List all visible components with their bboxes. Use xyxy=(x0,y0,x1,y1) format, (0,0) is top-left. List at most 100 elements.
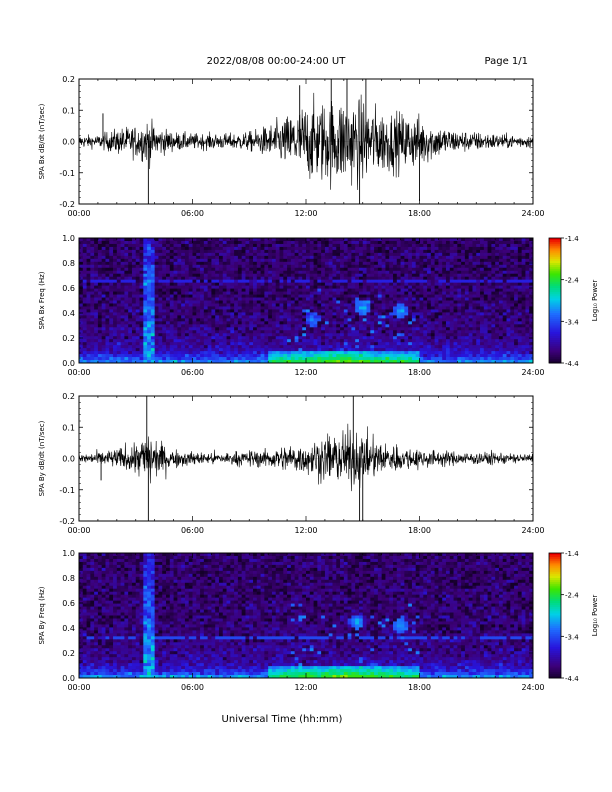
y-axis-label: SPA By Freq (Hz) xyxy=(38,586,46,644)
colorbar-swatch xyxy=(549,248,561,251)
spectrogram-image xyxy=(79,553,533,678)
x-tick-label: 06:00 xyxy=(181,209,204,218)
y-tick-label: 0.6 xyxy=(62,284,75,293)
colorbar-swatch xyxy=(549,575,561,579)
colorbar-swatch xyxy=(549,671,561,675)
y-axis-label: SPA Bx dB/dt (nT/sec) xyxy=(38,103,46,179)
page-title: 2022/08/08 00:00-24:00 UT xyxy=(207,56,347,67)
colorbar-swatch xyxy=(549,256,561,260)
colorbar-swatch xyxy=(549,644,561,648)
x-tick-label: 24:00 xyxy=(521,368,544,377)
colorbar-swatch xyxy=(549,567,561,571)
x-tick-label: 24:00 xyxy=(521,209,544,218)
colorbar-swatch xyxy=(549,630,561,633)
y-tick-label: 0.0 xyxy=(62,674,75,683)
colorbar-swatch xyxy=(549,294,561,297)
colorbar-swatch xyxy=(549,598,561,602)
colorbar-swatch xyxy=(549,582,561,585)
colorbar-swatch xyxy=(549,246,561,249)
colorbar-swatch xyxy=(549,605,561,608)
colorbar: -1.4 -2.4 -3.4 -4.4 Log₁₀ Power xyxy=(548,550,599,683)
colorbar-swatch xyxy=(549,335,561,339)
colorbar-swatch xyxy=(549,338,561,341)
colorbar-swatch xyxy=(549,623,561,627)
colorbar-swatch xyxy=(549,638,561,641)
colorbar-swatch xyxy=(549,675,561,679)
colorbar-swatch xyxy=(549,632,561,635)
colorbar-swatch xyxy=(549,321,561,324)
colorbar-swatch xyxy=(549,580,561,583)
y-tick-label: -0.1 xyxy=(59,486,75,495)
colorbar-swatch xyxy=(549,559,561,562)
colorbar-swatch xyxy=(549,642,561,646)
colorbar-swatch xyxy=(549,298,561,301)
colorbar-swatch xyxy=(549,277,561,281)
colorbar-swatch xyxy=(549,354,561,358)
colorbar-swatch xyxy=(549,561,561,564)
colorbar-swatch xyxy=(549,344,561,347)
y-tick-label: 1.0 xyxy=(62,234,75,243)
colorbar-swatch xyxy=(549,254,561,258)
colorbar-swatch xyxy=(549,603,561,606)
colorbar-swatch xyxy=(549,315,561,318)
colorbar-swatch xyxy=(549,292,561,295)
colorbar-swatch xyxy=(549,613,561,616)
colorbar-swatch xyxy=(549,665,561,669)
colorbar-swatch xyxy=(549,329,561,333)
x-tick-label: 00:00 xyxy=(67,368,90,377)
colorbar: -1.4 -2.4 -3.4 -4.4 Log₁₀ Power xyxy=(548,235,599,368)
colorbar-tick-label: -4.4 xyxy=(565,360,579,368)
y-axis-label: SPA Bx Freq (Hz) xyxy=(38,271,46,329)
colorbar-swatch xyxy=(549,611,561,614)
colorbar-swatch xyxy=(549,348,561,351)
colorbar-swatch xyxy=(549,573,561,577)
y-tick-label: 0.2 xyxy=(62,649,75,658)
panels: 0.20.10.0-0.1-0.200:00 06:00 12:00 18:00 24:… xyxy=(38,75,599,692)
colorbar-swatch xyxy=(549,340,561,343)
colorbar-swatch xyxy=(549,308,561,312)
x-tick-label: 06:00 xyxy=(181,683,204,692)
panel-4: -1.4 -2.4 -3.4 -4.4 Log₁₀ Power 1.0 0.8 0.6 0.4 0… xyxy=(38,549,599,692)
y-tick-label: 1.0 xyxy=(62,549,75,558)
colorbar-swatch xyxy=(549,640,561,644)
colorbar-swatch xyxy=(549,346,561,349)
x-tick-label: 00:00 xyxy=(67,526,90,535)
series-line xyxy=(79,92,533,190)
colorbar-swatch xyxy=(549,331,561,335)
x-tick-label: 12:00 xyxy=(294,368,317,377)
colorbar-swatch xyxy=(549,661,561,664)
y-tick-label: 0.0 xyxy=(62,138,75,147)
panel-3: 0.2 0.1 0.0 -0.1 -0.200:00 06:00 12:00 18:00 24:… xyxy=(38,392,545,535)
y-tick-label: -0.2 xyxy=(59,200,75,209)
colorbar-swatch xyxy=(549,653,561,656)
colorbar-swatch xyxy=(549,288,561,291)
colorbar-swatch xyxy=(549,619,561,623)
y-tick-label: 0.1 xyxy=(62,423,75,432)
colorbar-frame xyxy=(548,552,562,679)
colorbar-tick-label: -3.4 xyxy=(565,633,579,641)
colorbar-swatch xyxy=(549,304,561,308)
x-tick-label: 00:00 xyxy=(67,209,90,218)
colorbar-label: Log₁₀ Power xyxy=(591,595,599,637)
colorbar-swatch xyxy=(549,634,561,637)
colorbar-swatch xyxy=(549,271,561,274)
colorbar-swatch xyxy=(549,306,561,310)
colorbar-swatch xyxy=(549,252,561,256)
colorbar-swatch xyxy=(549,646,561,650)
x-tick-label: 18:00 xyxy=(408,368,431,377)
colorbar-swatch xyxy=(549,244,561,247)
colorbar-swatch xyxy=(549,279,561,283)
colorbar-tick-label: -4.4 xyxy=(565,675,579,683)
colorbar-swatch xyxy=(549,563,561,566)
y-tick-label: 0.8 xyxy=(62,259,75,268)
colorbar-swatch xyxy=(549,600,561,604)
colorbar-swatch xyxy=(549,300,561,304)
colorbar-swatch xyxy=(549,607,561,610)
colorbar-swatch xyxy=(549,586,561,589)
colorbar-swatch xyxy=(549,267,561,270)
y-tick-label: 0.4 xyxy=(62,309,75,318)
colorbar-swatch xyxy=(549,569,561,573)
panel-1: 0.2 0.1 0.0 -0.1 -0.200:00 06:00 12:00 18:00 24:… xyxy=(38,75,545,218)
colorbar-swatch xyxy=(549,557,561,560)
colorbar-swatch xyxy=(549,596,561,600)
